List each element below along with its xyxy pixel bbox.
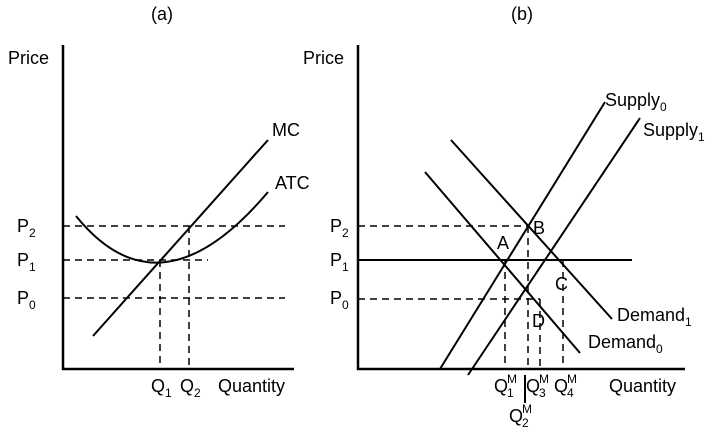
panel-b-q2-label: QM 2: [509, 402, 532, 430]
point-c-label: C: [555, 274, 568, 294]
panel-a-p2-label: P2: [17, 216, 36, 240]
panel-a-q1-label: Q1: [151, 376, 172, 400]
supply1-curve: [467, 117, 641, 376]
panel-b-caption: (b): [511, 4, 533, 24]
panel-a-p0-label: P0: [17, 288, 36, 312]
mc-label: MC: [272, 120, 300, 140]
atc-curve: [75, 191, 269, 264]
panel-b-p1-label: P1: [330, 250, 349, 274]
panel-b-q4-label: QM 4: [554, 372, 577, 400]
panel-a-x-axis-label: Quantity: [218, 376, 285, 396]
demand1-curve: [450, 139, 613, 320]
point-a-label: A: [497, 233, 509, 253]
panel-b-p2-label: P2: [330, 216, 349, 240]
panel-a-caption: (a): [151, 4, 173, 24]
panel-b-y-axis-label: Price: [303, 48, 344, 68]
panel-a-y-axis-label: Price: [8, 48, 49, 68]
mc-curve: [92, 139, 269, 337]
panel-a-q2-label: Q2: [180, 376, 201, 400]
panel-a-p1-label: P1: [17, 250, 36, 274]
panel-a: (a) Price Quantity MC ATC P2 P1 P0 Q1 Q2: [8, 4, 310, 400]
panel-b-p0-label: P0: [330, 288, 349, 312]
demand0-label: Demand0: [588, 332, 663, 356]
panel-b-q1-label: QM 1: [494, 372, 517, 400]
panel-b-axes: [356, 45, 685, 371]
demand1-label: Demand1: [617, 305, 692, 329]
panel-b-x-axis-label: Quantity: [609, 376, 676, 396]
panel-b: (b) Price Quantity Supply0 Supply1 Deman…: [303, 4, 705, 430]
supply0-label: Supply0: [605, 90, 667, 114]
point-d-label: D: [532, 311, 545, 331]
panel-b-q3-label: QM 3: [526, 372, 549, 400]
atc-label: ATC: [275, 173, 310, 193]
point-b-label: B: [533, 218, 545, 238]
panel-a-axes: [61, 45, 294, 371]
demand0-curve: [424, 171, 581, 354]
supply1-label: Supply1: [643, 120, 705, 144]
supply0-curve: [439, 101, 606, 370]
